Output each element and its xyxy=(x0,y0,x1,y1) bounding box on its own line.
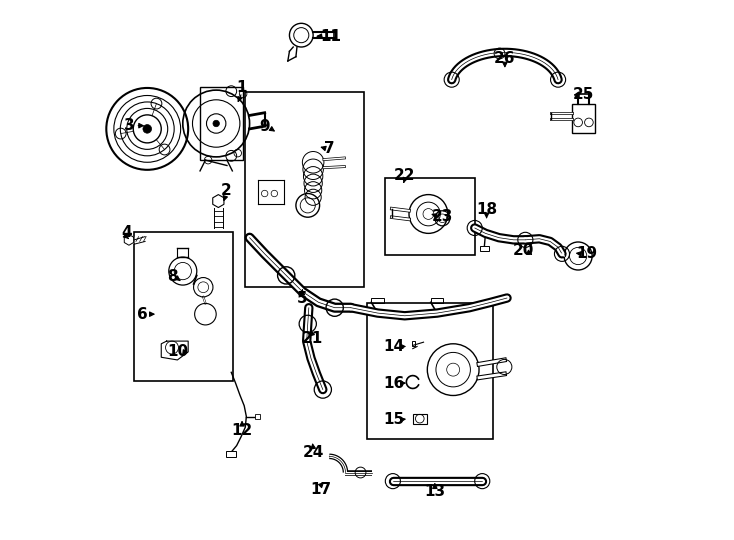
Text: 26: 26 xyxy=(494,51,515,66)
Bar xyxy=(572,104,595,133)
Bar xyxy=(412,341,415,347)
Circle shape xyxy=(143,125,151,133)
Text: 16: 16 xyxy=(383,376,404,390)
Text: 11: 11 xyxy=(320,29,341,44)
Text: 21: 21 xyxy=(302,332,323,347)
Text: 20: 20 xyxy=(512,243,534,258)
Text: 14: 14 xyxy=(383,339,404,354)
Bar xyxy=(385,178,475,255)
Text: 12: 12 xyxy=(231,423,252,438)
Text: 18: 18 xyxy=(476,202,497,217)
Bar xyxy=(255,414,261,418)
Bar xyxy=(367,303,493,439)
Bar xyxy=(226,451,236,457)
Text: 9: 9 xyxy=(259,119,270,134)
Text: 15: 15 xyxy=(383,412,404,427)
Text: 1: 1 xyxy=(237,80,247,96)
Text: 22: 22 xyxy=(394,168,415,183)
Text: 5: 5 xyxy=(297,291,308,306)
Bar xyxy=(371,298,384,303)
Text: 3: 3 xyxy=(123,118,134,133)
Text: 19: 19 xyxy=(576,246,597,261)
Polygon shape xyxy=(124,234,134,245)
Bar xyxy=(134,232,233,381)
Text: 17: 17 xyxy=(310,482,331,497)
Bar xyxy=(200,87,243,160)
Text: 8: 8 xyxy=(167,269,178,284)
Text: 13: 13 xyxy=(424,484,446,500)
Bar xyxy=(480,246,489,251)
Polygon shape xyxy=(213,194,224,207)
Text: 6: 6 xyxy=(137,307,148,322)
Text: 23: 23 xyxy=(432,208,453,224)
Text: 4: 4 xyxy=(121,225,131,240)
Bar xyxy=(245,92,364,287)
Text: 24: 24 xyxy=(302,444,324,460)
Circle shape xyxy=(213,120,219,127)
Bar xyxy=(431,298,443,303)
Bar xyxy=(413,414,426,424)
Text: 2: 2 xyxy=(220,183,231,198)
Text: 7: 7 xyxy=(324,141,335,156)
Text: 25: 25 xyxy=(573,87,595,102)
Text: 10: 10 xyxy=(167,345,188,359)
